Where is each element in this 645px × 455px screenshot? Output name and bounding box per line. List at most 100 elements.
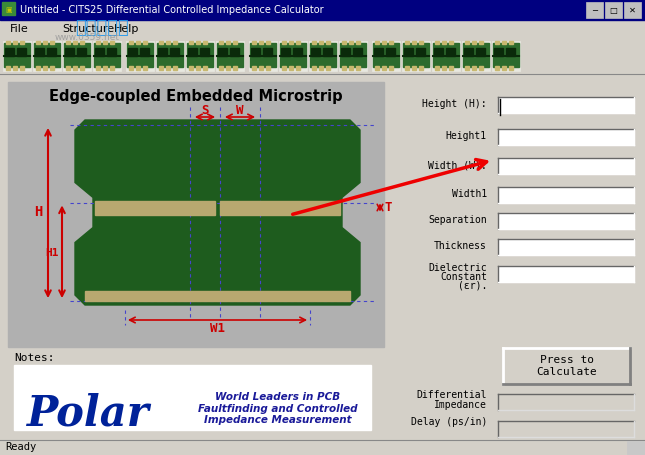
Bar <box>434 48 443 56</box>
Bar <box>432 41 460 71</box>
Bar <box>249 41 277 71</box>
Bar <box>95 48 104 56</box>
Bar <box>319 41 323 44</box>
Bar <box>196 66 200 70</box>
Bar <box>43 66 47 70</box>
Bar <box>13 41 17 44</box>
Bar <box>326 41 330 44</box>
Bar <box>158 48 167 56</box>
Bar <box>442 41 446 44</box>
Text: File: File <box>10 24 29 34</box>
Bar <box>282 66 286 70</box>
Bar <box>389 41 393 44</box>
Bar <box>189 41 193 44</box>
Bar <box>498 421 634 437</box>
Bar <box>170 48 179 56</box>
Bar <box>323 48 332 56</box>
Bar <box>173 66 177 70</box>
Text: Untitled - CITS25 Differential Controlled Impedance Calculator: Untitled - CITS25 Differential Controlle… <box>20 5 324 15</box>
Bar <box>65 48 74 56</box>
Bar <box>462 41 490 71</box>
Bar <box>189 66 193 70</box>
Text: Height1: Height1 <box>446 131 487 141</box>
Bar <box>36 66 40 70</box>
Text: Dielectric: Dielectric <box>428 263 487 273</box>
Text: ✕: ✕ <box>629 5 636 15</box>
Bar <box>263 48 272 56</box>
Text: Constant: Constant <box>440 272 487 282</box>
Bar <box>339 41 367 71</box>
Bar <box>3 41 31 71</box>
Bar <box>186 41 214 71</box>
Bar <box>96 66 100 70</box>
Bar <box>200 48 209 56</box>
Text: World Leaders in PCB
Faultfinding and Controlled
Impedance Measurement: World Leaders in PCB Faultfinding and Co… <box>198 392 358 425</box>
Bar <box>128 48 137 56</box>
Bar <box>64 43 90 67</box>
Bar <box>405 66 409 70</box>
Bar <box>2 2 15 15</box>
Bar <box>403 43 429 67</box>
Bar <box>375 41 379 44</box>
Bar <box>80 41 84 44</box>
Bar <box>498 266 634 282</box>
Text: W: W <box>236 103 244 116</box>
Bar <box>502 66 506 70</box>
Bar <box>66 66 70 70</box>
Text: Thickness: Thickness <box>434 241 487 251</box>
Bar <box>402 41 430 71</box>
Bar <box>226 41 230 44</box>
Bar <box>14 365 371 430</box>
Bar <box>251 48 260 56</box>
Bar <box>503 348 630 384</box>
Bar <box>386 48 395 56</box>
Bar <box>127 43 153 67</box>
Bar <box>435 66 439 70</box>
Bar <box>627 441 645 454</box>
Bar <box>36 41 40 44</box>
Bar <box>63 41 91 71</box>
Bar <box>389 66 393 70</box>
Bar <box>73 41 77 44</box>
Bar <box>217 43 243 67</box>
Bar <box>34 43 60 67</box>
Bar <box>419 41 423 44</box>
Bar <box>509 66 513 70</box>
Bar <box>47 48 56 56</box>
Bar <box>226 66 230 70</box>
Bar <box>311 48 320 56</box>
Bar <box>126 41 154 71</box>
Text: Edge-coupled Embedded Microstrip: Edge-coupled Embedded Microstrip <box>49 89 342 103</box>
Bar <box>479 41 483 44</box>
Text: Differential: Differential <box>417 390 487 400</box>
Bar <box>498 394 634 410</box>
Bar <box>624 2 641 18</box>
Bar <box>188 48 197 56</box>
Bar <box>13 66 17 70</box>
Text: H: H <box>34 206 42 219</box>
Bar <box>293 48 302 56</box>
Bar <box>6 66 10 70</box>
Bar <box>252 66 256 70</box>
Text: W1: W1 <box>210 322 225 334</box>
Bar <box>156 41 184 71</box>
Polygon shape <box>75 120 360 305</box>
Bar <box>73 66 77 70</box>
Bar <box>136 41 140 44</box>
Text: Ready: Ready <box>5 442 36 452</box>
Bar <box>289 66 293 70</box>
Bar <box>17 48 26 56</box>
Bar <box>492 41 520 71</box>
Text: S: S <box>201 103 209 116</box>
Bar <box>382 41 386 44</box>
Bar <box>50 41 54 44</box>
Bar <box>449 41 453 44</box>
Bar <box>233 41 237 44</box>
Bar <box>412 41 416 44</box>
Bar <box>173 41 177 44</box>
Bar <box>159 41 163 44</box>
Bar <box>95 201 215 214</box>
Bar <box>157 43 183 67</box>
Bar <box>312 41 316 44</box>
Bar <box>219 66 223 70</box>
